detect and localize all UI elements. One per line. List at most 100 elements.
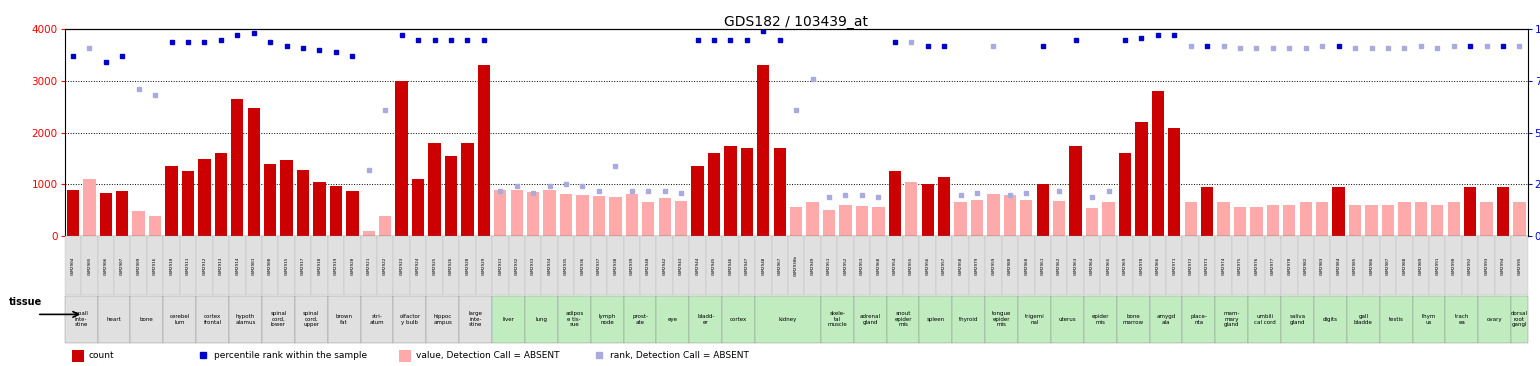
Text: GSM2961: GSM2961 — [1041, 256, 1044, 274]
Text: GSM2983: GSM2983 — [1320, 256, 1324, 274]
Text: GSM2966: GSM2966 — [1157, 256, 1160, 274]
Bar — [1018, 296, 1050, 343]
Text: GSM2984: GSM2984 — [1337, 256, 1341, 274]
Text: GSM2917: GSM2917 — [300, 256, 305, 274]
Bar — [889, 171, 901, 236]
Bar — [542, 236, 557, 295]
Text: GSM2965: GSM2965 — [1107, 256, 1110, 274]
Bar — [755, 236, 772, 295]
Text: cortex: cortex — [730, 317, 747, 322]
Text: GSM2954: GSM2954 — [893, 256, 896, 274]
Bar — [459, 296, 493, 343]
Bar — [72, 350, 85, 362]
Bar — [248, 108, 260, 236]
Bar — [131, 296, 163, 343]
Text: GSM2909: GSM2909 — [137, 256, 140, 274]
Bar — [1084, 296, 1116, 343]
Bar — [906, 182, 918, 236]
Bar — [180, 236, 196, 295]
Bar — [1332, 187, 1344, 236]
Bar — [591, 296, 624, 343]
Bar — [986, 296, 1018, 343]
Text: hippoc
ampus: hippoc ampus — [433, 314, 453, 325]
Text: GSM2963: GSM2963 — [1073, 256, 1078, 274]
Bar — [970, 200, 983, 236]
Bar — [262, 236, 279, 295]
Bar — [1036, 184, 1049, 236]
Bar — [1218, 202, 1230, 236]
Bar — [1184, 202, 1197, 236]
Bar — [245, 236, 262, 295]
Bar — [1281, 236, 1298, 295]
Bar — [525, 296, 557, 343]
Bar — [360, 236, 377, 295]
Bar — [821, 236, 838, 295]
Bar — [1511, 236, 1528, 295]
Bar — [1446, 236, 1461, 295]
Text: amygd
ala: amygd ala — [1157, 314, 1175, 325]
Text: GSM2948: GSM2948 — [761, 256, 765, 274]
Bar — [213, 236, 229, 295]
Text: spleen: spleen — [927, 317, 946, 322]
Text: value, Detection Call = ABSENT: value, Detection Call = ABSENT — [416, 351, 559, 359]
Bar — [1398, 202, 1411, 236]
Bar — [856, 206, 869, 236]
Text: GSM2911: GSM2911 — [186, 256, 189, 274]
Text: lung: lung — [536, 317, 547, 322]
Bar — [279, 236, 294, 295]
Bar — [294, 296, 328, 343]
Bar — [1169, 127, 1181, 236]
Bar — [902, 236, 919, 295]
Text: heart: heart — [106, 317, 122, 322]
Text: spinal
cord,
lower: spinal cord, lower — [270, 311, 286, 327]
Bar — [1249, 296, 1281, 343]
Text: GSM2906: GSM2906 — [103, 256, 108, 274]
Text: mam-
mary
gland: mam- mary gland — [1224, 311, 1240, 327]
Bar — [722, 236, 739, 295]
Bar — [952, 236, 969, 295]
Text: GSM2972: GSM2972 — [1189, 256, 1192, 274]
Bar — [919, 296, 952, 343]
Bar — [476, 236, 493, 295]
Text: epider
mis: epider mis — [1092, 314, 1109, 325]
Bar — [1152, 92, 1164, 236]
Bar — [690, 296, 722, 343]
Bar — [557, 296, 591, 343]
Bar — [656, 236, 673, 295]
Bar — [1118, 153, 1130, 236]
Bar — [229, 236, 245, 295]
Bar — [132, 211, 145, 236]
Text: gall
bladde: gall bladde — [1354, 314, 1372, 325]
Text: GSM2947: GSM2947 — [745, 256, 748, 274]
Bar — [445, 156, 457, 236]
Bar — [1200, 236, 1215, 295]
Bar — [444, 236, 459, 295]
Bar — [65, 236, 82, 295]
Bar — [1314, 296, 1348, 343]
Text: GSM2943: GSM2943 — [679, 256, 684, 274]
Bar — [987, 194, 999, 236]
Bar — [1183, 236, 1200, 295]
Text: GSM2964: GSM2964 — [1090, 256, 1093, 274]
Text: adrenal
gland: adrenal gland — [859, 314, 881, 325]
Bar — [1366, 205, 1378, 236]
Text: trigemi
nal: trigemi nal — [1024, 314, 1044, 325]
Text: GSM2921: GSM2921 — [367, 256, 371, 274]
Bar — [804, 236, 821, 295]
Bar — [311, 236, 328, 295]
Bar — [772, 236, 788, 295]
Bar — [229, 296, 262, 343]
Bar — [1415, 202, 1428, 236]
Bar — [788, 236, 804, 295]
Text: GSM2907: GSM2907 — [120, 256, 125, 274]
Bar — [1281, 296, 1314, 343]
Text: GSM2953: GSM2953 — [859, 256, 864, 274]
Text: GSM2905: GSM2905 — [88, 256, 91, 274]
Text: GSM2986: GSM2986 — [1369, 256, 1374, 274]
Bar — [100, 193, 112, 236]
Text: GSM2968: GSM2968 — [876, 256, 881, 274]
Bar — [1035, 236, 1050, 295]
Text: GSM2955: GSM2955 — [909, 256, 913, 274]
Text: GSM2991: GSM2991 — [1435, 256, 1440, 274]
Bar — [1412, 236, 1429, 295]
